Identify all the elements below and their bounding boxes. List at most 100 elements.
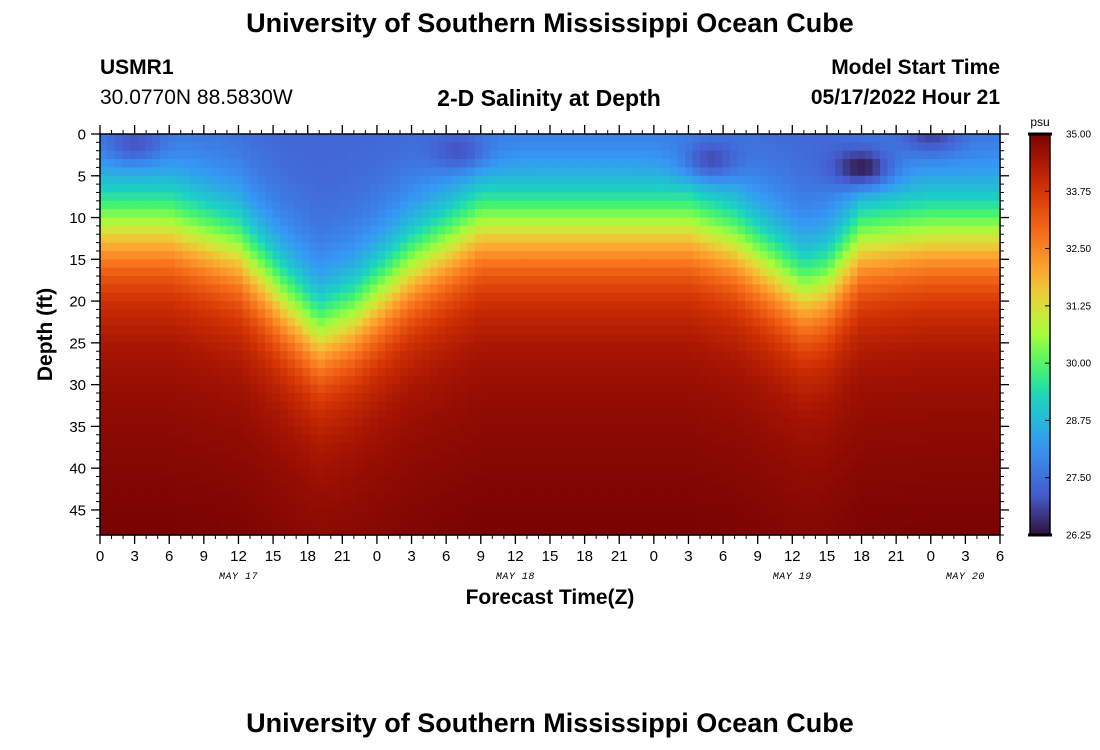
heatmap-cell [475,309,484,319]
heatmap-cell [445,167,454,177]
heatmap-cell [422,217,431,227]
heatmap-cell [137,334,146,344]
heatmap-cell [445,225,454,235]
heatmap-cell [625,351,634,361]
heatmap-cell [745,317,754,327]
heatmap-cell [107,434,116,444]
heatmap-cell [137,451,146,461]
heatmap-cell [895,451,904,461]
heatmap-cell [212,468,221,478]
heatmap-cell [392,250,401,260]
heatmap-cell [595,267,604,277]
heatmap-cell [505,159,514,169]
heatmap-cell [287,276,296,285]
heatmap-cell [100,351,109,361]
heatmap-cell [872,192,881,202]
heatmap-cell [272,342,281,352]
heatmap-cell [955,309,964,319]
heatmap-cell [497,476,506,486]
heatmap-cell [767,192,776,202]
heatmap-cell [685,159,694,169]
heatmap-cell [565,309,574,319]
heatmap-cell [917,250,926,260]
heatmap-cell [490,401,499,411]
heatmap-cell [955,359,964,369]
heatmap-cell [625,175,634,185]
heatmap-cell [512,259,521,269]
heatmap-cell [662,392,671,402]
heatmap-cell [250,234,259,244]
heatmap-cell [497,426,506,436]
heatmap-cell [700,309,709,319]
heatmap-cell [640,159,649,169]
heatmap-cell [730,451,739,461]
heatmap-cell [235,192,244,202]
heatmap-cell [902,359,911,369]
heatmap-cell [820,459,829,469]
heatmap-cell [767,443,776,453]
heatmap-cell [610,326,619,336]
heatmap-cell [167,359,176,369]
heatmap-cell [572,392,581,402]
heatmap-cell [227,184,236,194]
heatmap-cell [587,384,596,394]
heatmap-cell [287,418,296,427]
heatmap-cell [580,434,589,444]
heatmap-cell [197,242,206,252]
heatmap-cell [760,317,769,327]
heatmap-cell [422,234,431,244]
heatmap-cell [167,309,176,319]
heatmap-cell [895,384,904,394]
heatmap-cell [160,192,169,202]
heatmap-cell [617,342,626,352]
heatmap-cell [130,392,139,402]
heatmap-cell [707,217,716,227]
heatmap-cell [107,409,116,419]
heatmap-cell [197,443,206,453]
heatmap-cell [985,242,994,252]
heatmap-cell [407,476,416,486]
heatmap-cell [722,217,731,227]
heatmap-cell [610,292,619,302]
heatmap-cell [452,142,461,152]
heatmap-cell [325,259,334,269]
heatmap-cell [707,468,716,478]
heatmap-cell [715,259,724,269]
heatmap-cell [985,184,994,194]
heatmap-cell [925,301,934,311]
heatmap-cell [820,150,829,160]
heatmap-cell [100,367,109,377]
heatmap-cell [122,459,131,469]
heatmap-cell [572,134,581,143]
heatmap-cell [190,276,199,285]
heatmap-cell [272,242,281,252]
heatmap-cell [437,459,446,469]
heatmap-cell [677,259,686,269]
heatmap-cell [527,459,536,469]
heatmap-cell [400,192,409,202]
heatmap-cell [617,209,626,219]
heatmap-cell [647,159,656,169]
heatmap-cell [662,217,671,227]
heatmap-cell [692,392,701,402]
heatmap-cell [662,426,671,436]
heatmap-cell [865,401,874,411]
heatmap-cell [497,167,506,177]
heatmap-cell [895,367,904,377]
heatmap-cell [887,225,896,235]
heatmap-cell [167,234,176,244]
heatmap-cell [880,242,889,252]
heatmap-cell [437,384,446,394]
heatmap-cell [835,234,844,244]
heatmap-cell [625,142,634,152]
heatmap-cell [970,459,979,469]
heatmap-cell [190,167,199,177]
heatmap-cell [190,309,199,319]
heatmap-cell [970,451,979,461]
heatmap-cell [925,367,934,377]
heatmap-cell [955,342,964,352]
heatmap-cell [212,359,221,369]
heatmap-cell [737,184,746,194]
heatmap-cell [835,451,844,461]
heatmap-cell [475,409,484,419]
